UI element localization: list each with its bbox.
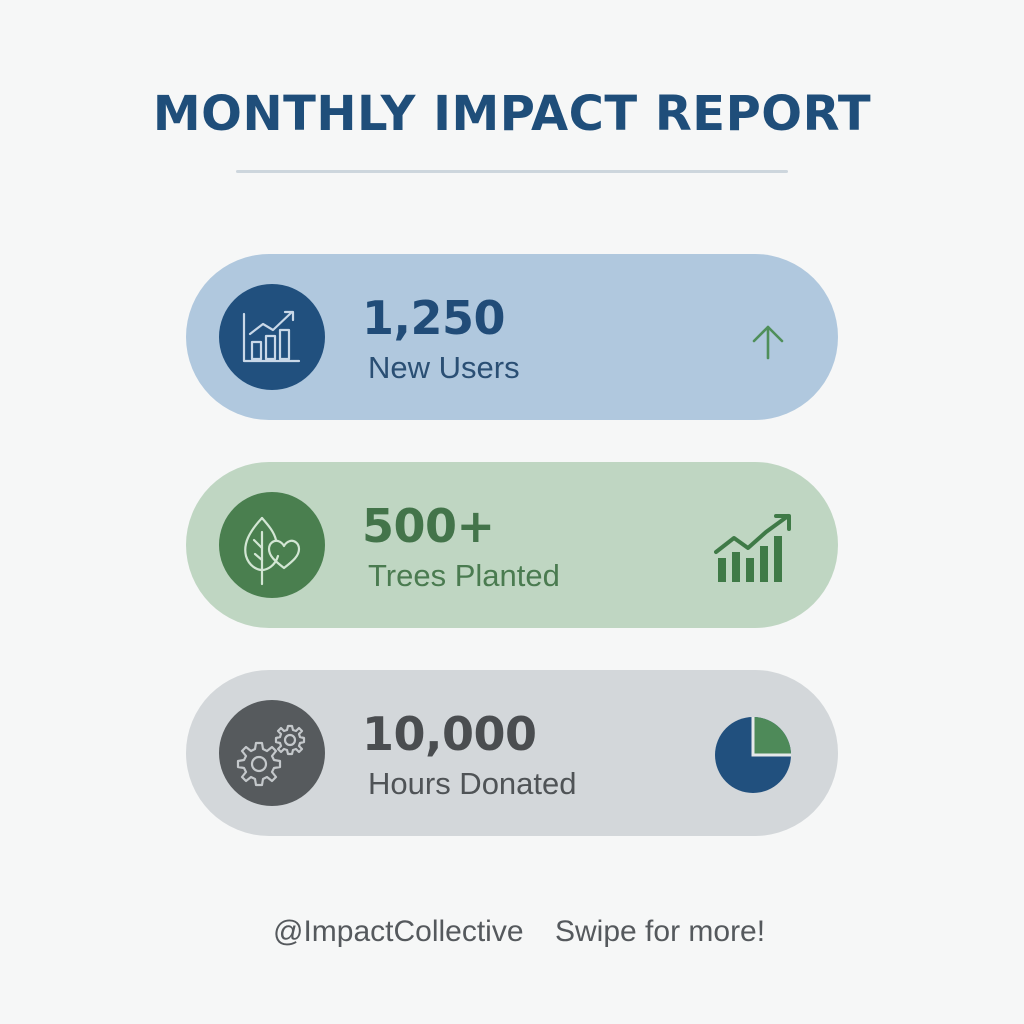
stat-value: 500+ bbox=[362, 499, 495, 553]
swipe-prompt: Swipe for more! bbox=[555, 915, 766, 948]
stat-card-new-users: 1,250 New Users bbox=[186, 254, 838, 420]
pie-chart-icon bbox=[712, 714, 794, 796]
stat-card-trees-planted: 500+ Trees Planted bbox=[186, 462, 838, 628]
stat-label: Trees Planted bbox=[368, 558, 560, 593]
title-divider bbox=[236, 170, 788, 173]
gears-icon bbox=[219, 700, 325, 806]
stat-value: 1,250 bbox=[362, 291, 506, 345]
rising-bar-chart-icon bbox=[714, 512, 794, 588]
stat-card-hours-donated: 10,000 Hours Donated bbox=[186, 670, 838, 836]
stat-value: 10,000 bbox=[362, 707, 537, 761]
leaf-heart-icon bbox=[219, 492, 325, 598]
stat-label: Hours Donated bbox=[368, 766, 577, 801]
arrow-up-icon bbox=[748, 322, 788, 362]
social-handle: @ImpactCollective bbox=[273, 915, 524, 948]
footer: @ImpactCollective Swipe for more! bbox=[0, 912, 1024, 952]
growth-chart-icon bbox=[219, 284, 325, 390]
page-title: MONTHLY IMPACT REPORT bbox=[152, 86, 872, 142]
stat-label: New Users bbox=[368, 350, 520, 385]
